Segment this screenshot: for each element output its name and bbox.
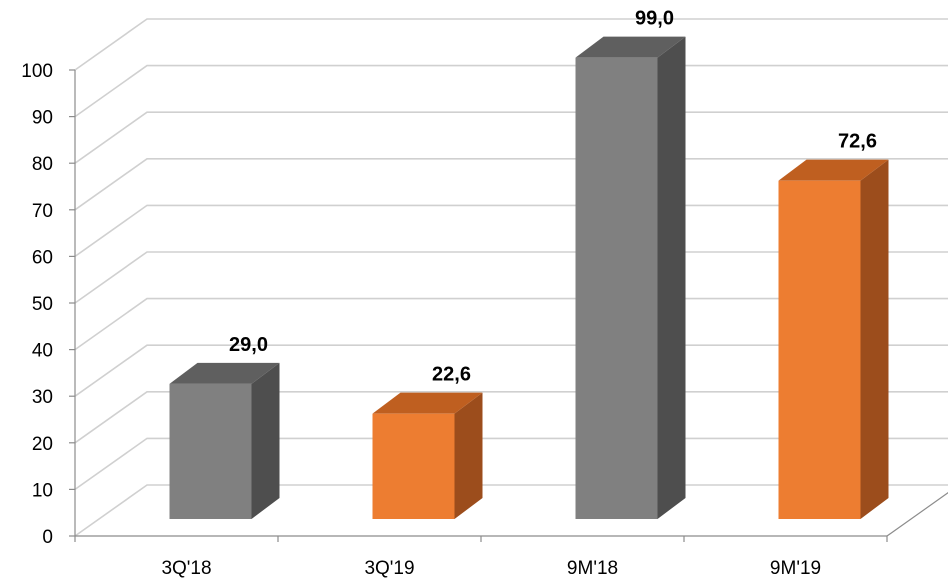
gridline — [74, 251, 948, 304]
x-category-label: 9M'18 — [567, 558, 618, 579]
bar-top-face — [778, 159, 889, 181]
data-labels: 29,0 22,6 99,0 72,6 — [229, 8, 877, 386]
bar-side-face — [251, 362, 280, 519]
gridline — [74, 344, 948, 397]
y-tick-label: 100 — [21, 61, 53, 82]
y-tick-label: 70 — [32, 201, 53, 222]
x-axis-category-labels: 3Q'18 3Q'19 9M'18 9M'19 — [161, 558, 821, 579]
bar — [169, 362, 280, 519]
bar-side-face — [657, 36, 686, 519]
y-tick-label: 30 — [32, 387, 53, 408]
y-tick-label: 50 — [32, 294, 53, 315]
x-category-label: 9M'19 — [770, 558, 821, 579]
data-label: 72,6 — [838, 131, 877, 153]
gridline — [74, 484, 948, 537]
y-tick-label: 40 — [32, 341, 53, 362]
bar-side-face — [454, 392, 483, 519]
bar-front-face — [372, 413, 455, 519]
bar — [575, 36, 686, 519]
data-label: 99,0 — [635, 8, 674, 30]
bar-top-face — [575, 36, 686, 58]
floor-edge-line — [886, 492, 948, 537]
gridlines — [74, 18, 948, 537]
bar-top-face — [169, 362, 280, 384]
bar-front-face — [575, 57, 658, 519]
gridline — [74, 297, 948, 351]
bar-front-face — [169, 383, 252, 519]
y-tick-label: 10 — [32, 480, 53, 501]
y-tick-label: 80 — [32, 154, 53, 175]
bar-front-face — [778, 180, 861, 519]
bar — [778, 159, 889, 519]
gridline — [74, 158, 948, 211]
gridline — [74, 111, 948, 164]
data-label: 29,0 — [229, 334, 268, 356]
gridline — [74, 64, 948, 118]
y-axis-tick-labels: 0 10 20 30 40 50 60 70 80 90 100 — [21, 61, 53, 548]
x-category-label: 3Q'18 — [161, 558, 211, 579]
data-label: 22,6 — [432, 364, 471, 386]
gridline — [74, 437, 948, 491]
bar-side-face — [860, 159, 889, 519]
y-tick-label: 60 — [32, 247, 53, 268]
bars — [169, 36, 889, 519]
bar-top-face — [372, 392, 483, 414]
y-tick-label: 20 — [32, 434, 53, 455]
y-tick-label: 90 — [32, 108, 53, 129]
x-category-label: 3Q'19 — [364, 558, 414, 579]
gridline — [74, 18, 948, 71]
gridline — [74, 390, 948, 444]
axes — [69, 69, 948, 542]
bar — [372, 392, 483, 519]
y-tick-label: 0 — [42, 527, 53, 548]
gridline — [74, 204, 948, 258]
